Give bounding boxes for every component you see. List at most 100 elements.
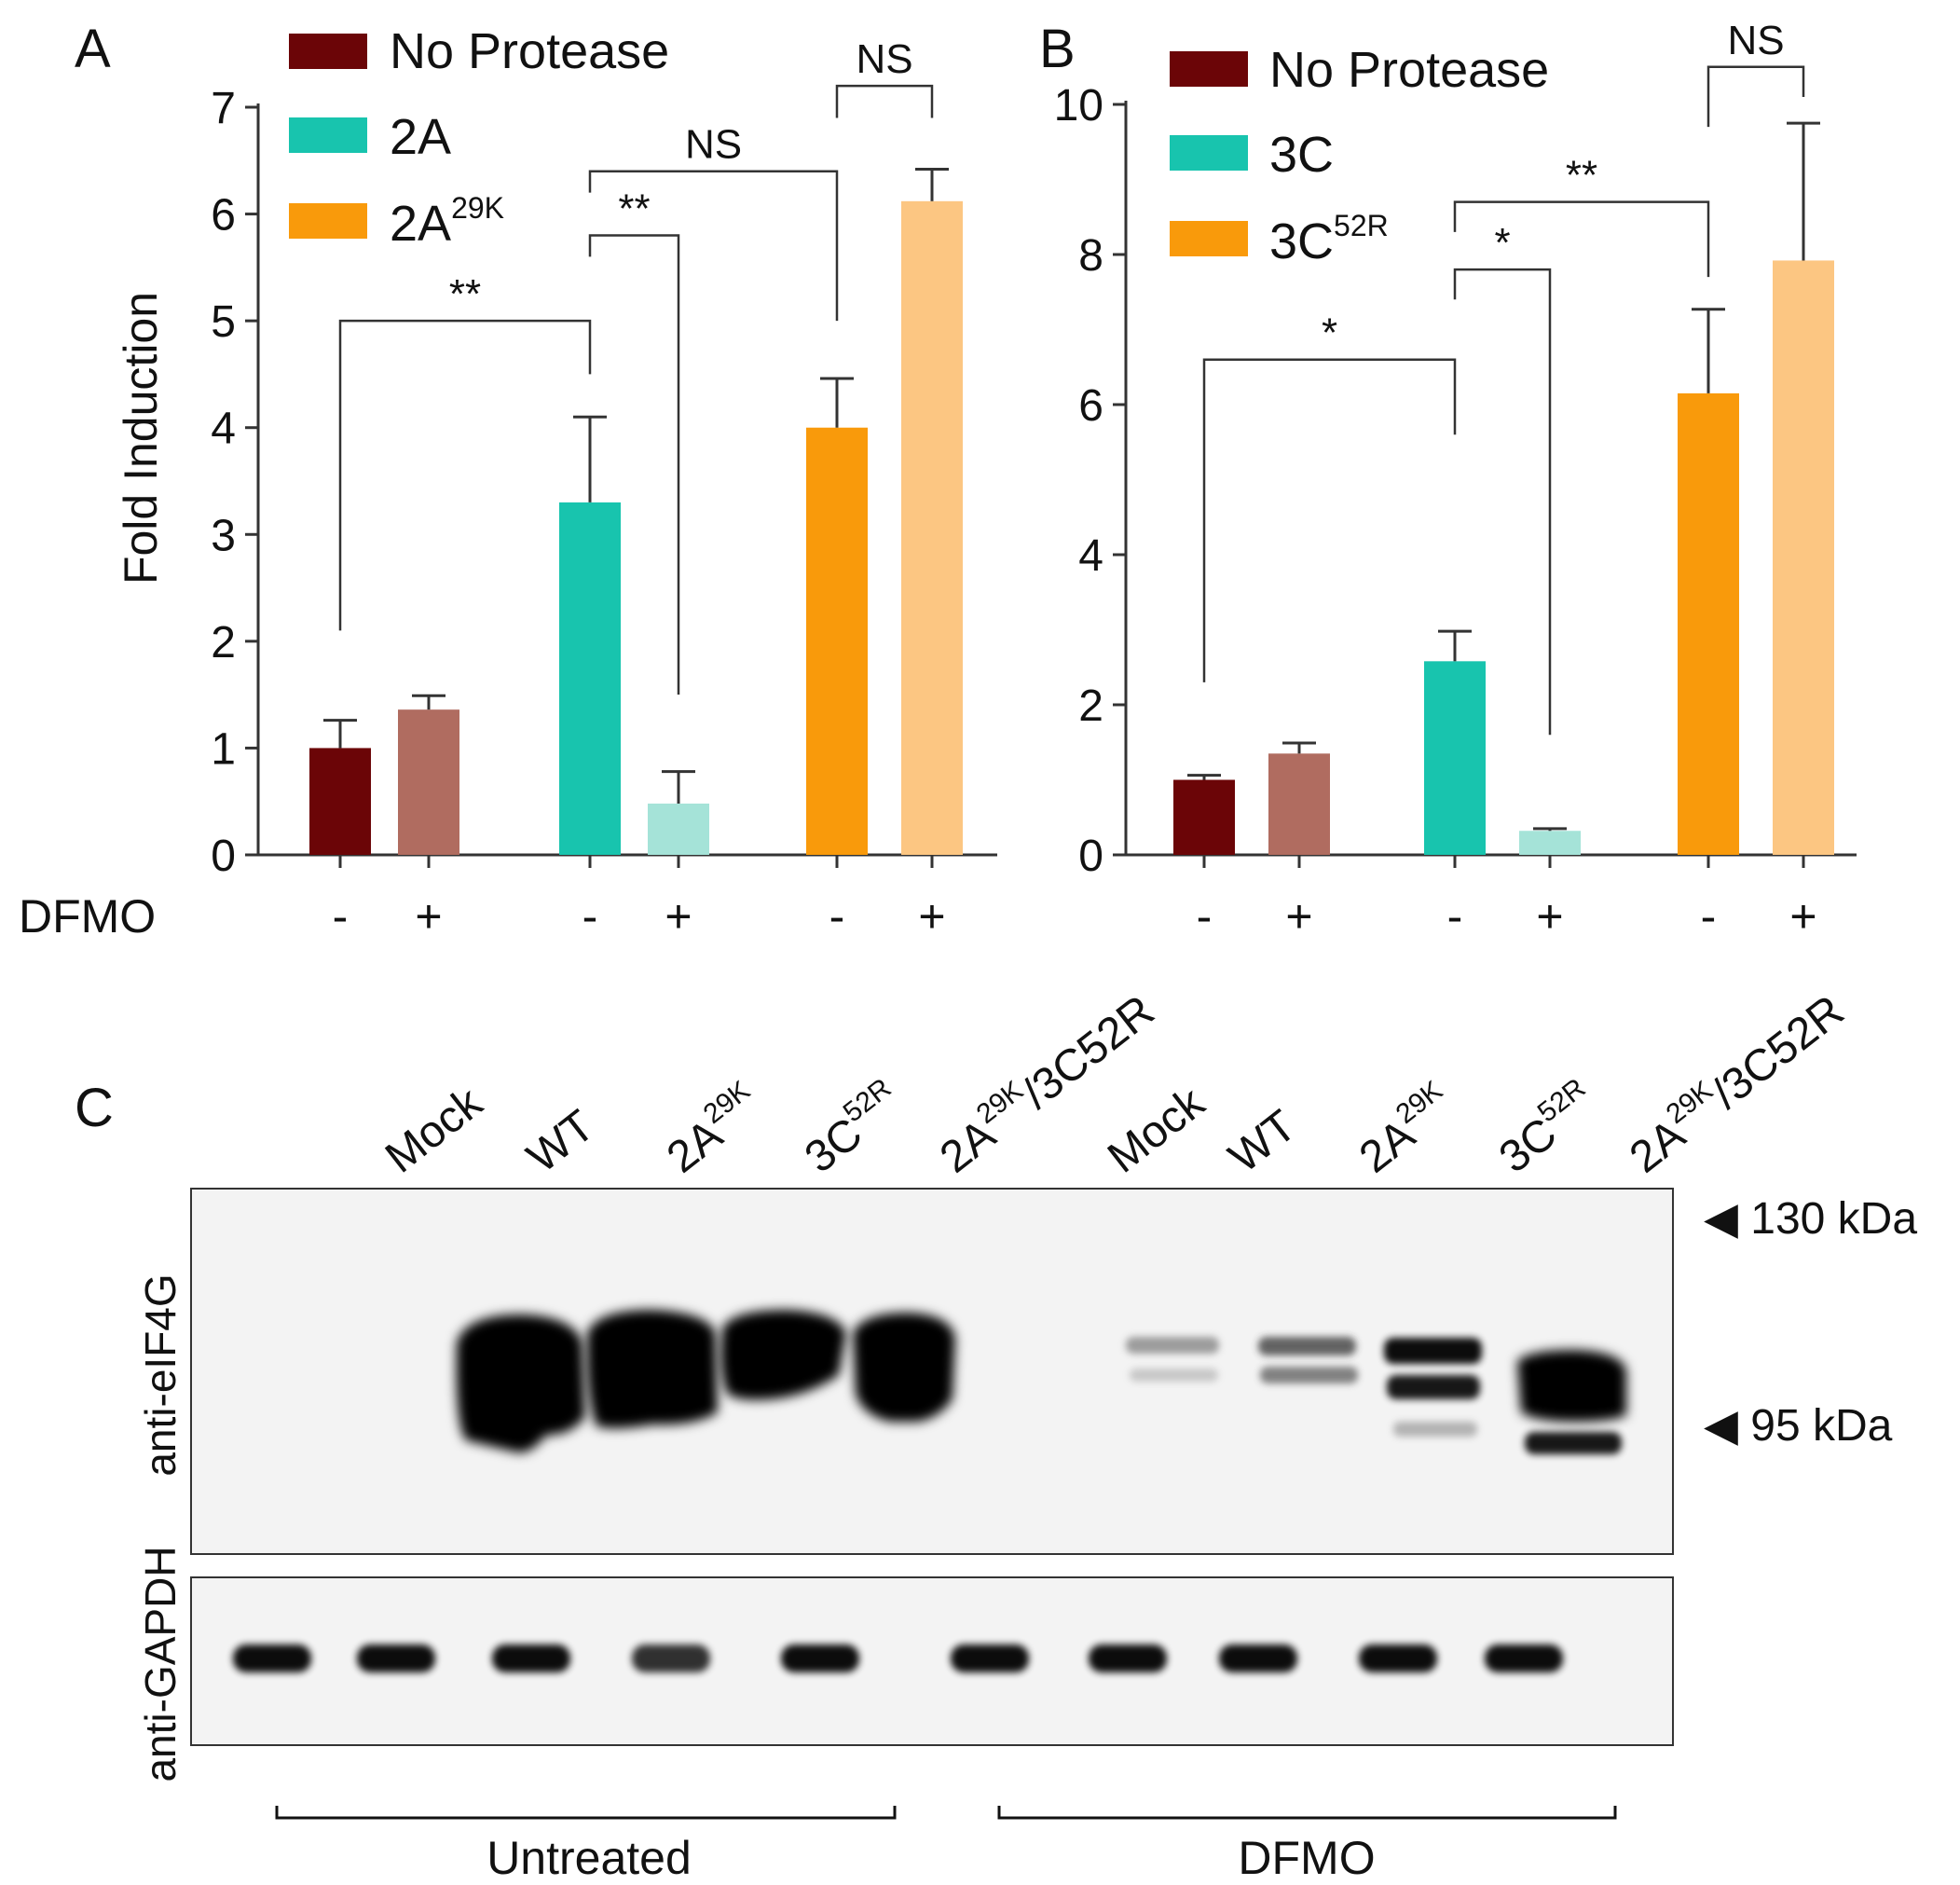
- eif4g-band-dfmo-3c52r-faint: [1393, 1422, 1477, 1437]
- panel-a-dfmo-sign: +: [415, 890, 442, 942]
- panel-a-legend-swatch-3: [289, 203, 367, 239]
- dfmo-bracket: [997, 1806, 1617, 1820]
- panel-a-y-tick-label: 7: [211, 84, 236, 133]
- panel-a-label: A: [75, 19, 111, 79]
- panel-b-sig-label: **: [1566, 153, 1597, 199]
- group-label-untreated: Untreated: [487, 1832, 692, 1884]
- panel-b-bar: [1678, 392, 1739, 855]
- panel-b-y-tick-label: 10: [1054, 81, 1103, 131]
- blot-lane-label-suffix: /3C52R: [1703, 986, 1853, 1119]
- untreated-bracket: [275, 1806, 897, 1820]
- panel-a-y-tick-label: 4: [211, 405, 236, 454]
- eif4g-band-dfmo-3c52r-lower: [1387, 1375, 1480, 1399]
- panel-a-axes: 0 1 2 3 4 5 6 7 - + - + - +: [211, 84, 997, 942]
- blot-lane-label-base: WT: [1220, 1101, 1305, 1183]
- eif4g-band-2a29k: [586, 1310, 718, 1429]
- panel-a-legend-label-1: No Protease: [390, 23, 669, 79]
- gapdh-bands: [233, 1644, 1563, 1672]
- antibody-label-gapdh: anti-GAPDH: [136, 1546, 185, 1782]
- marker-130-kda: ◀ 130 kDa: [1704, 1194, 1917, 1244]
- panel-b-bar: [1519, 831, 1581, 855]
- panel-a-bar: [309, 748, 371, 855]
- panel-b-y-tick-label: 6: [1078, 381, 1103, 431]
- panel-c-label: C: [75, 1078, 114, 1138]
- eif4g-band-dfmo-2a29k-3c52r-lower: [1525, 1432, 1622, 1454]
- panel-b-dfmo-sign: -: [1447, 890, 1463, 942]
- panel-a-legend: No Protease 2A 2A29K: [289, 23, 669, 252]
- panel-a-legend-swatch-2: [289, 117, 367, 153]
- eif4g-bands: [456, 1310, 1626, 1454]
- panel-a-legend-label-3: 2A29K: [390, 191, 504, 252]
- panel-a-dfmo-sign: -: [583, 890, 598, 942]
- panel-a-legend-label-3-sup: 29K: [451, 191, 504, 225]
- group-label-dfmo: DFMO: [1238, 1832, 1375, 1884]
- panel-b-sig-label: NS: [1727, 18, 1784, 63]
- panel-a-sig-label: NS: [685, 122, 742, 168]
- panel-a-sig-bracket: [588, 234, 680, 695]
- panel-a-y-tick-label: 3: [211, 511, 236, 560]
- eif4g-blot-panel: [190, 1188, 1674, 1555]
- panel-b-bar: [1173, 779, 1235, 855]
- panel-b-sig-bracket: [1706, 65, 1805, 128]
- eif4g-band-2a29k-3c52r: [853, 1313, 955, 1422]
- panel-a-bar: [559, 502, 621, 855]
- panel-a-y-tick-label: 0: [211, 832, 236, 881]
- panel-b-sig-label: *: [1322, 310, 1337, 356]
- eif4g-band-dfmo-3c52r-upper: [1384, 1338, 1482, 1364]
- gapdh-band: [1359, 1644, 1437, 1672]
- gapdh-band: [1089, 1644, 1167, 1672]
- blot-lane-label-base: WT: [518, 1101, 603, 1183]
- panel-b-legend-label-3-sup: 52R: [1334, 209, 1389, 242]
- blot-lane-label: 2A29K: [654, 1075, 771, 1183]
- blot-lane-label: 3C52R: [792, 1073, 911, 1183]
- panel-a-legend-swatch-1: [289, 34, 367, 69]
- panel-b-sig-bracket: [1453, 268, 1552, 736]
- panel-a-sig-bracket: [835, 84, 934, 118]
- blot-lane-label: 3C52R: [1487, 1073, 1606, 1183]
- panel-a-y-tick-label: 1: [211, 724, 236, 774]
- gapdh-band: [233, 1644, 311, 1672]
- panel-b-legend-swatch-3: [1170, 221, 1248, 256]
- panel-a-sig-label: **: [618, 186, 650, 231]
- panel-a-bar: [901, 200, 963, 855]
- gapdh-band: [1485, 1644, 1563, 1672]
- gapdh-band: [1219, 1644, 1297, 1672]
- panel-b-dfmo-sign: +: [1789, 890, 1816, 942]
- panel-b-legend-swatch-2: [1170, 135, 1248, 171]
- marker-95-kda: ◀ 95 kDa: [1704, 1401, 1893, 1451]
- eif4g-band-wt: [456, 1314, 585, 1453]
- eif4g-band-dfmo-2a29k-3c52r: [1517, 1350, 1626, 1422]
- panel-b-sig-bracket: [1453, 200, 1710, 278]
- blot-lane-label: 2A29K/3C52R: [1617, 982, 1853, 1183]
- panel-b-sig-label: *: [1494, 220, 1510, 266]
- panel-a-sig-bracket: [588, 170, 839, 322]
- panel-a-y-tick-label: 2: [211, 618, 236, 667]
- panel-b-dfmo-sign: +: [1285, 890, 1312, 942]
- panel-b-bar: [1424, 661, 1486, 855]
- gapdh-band: [632, 1644, 710, 1672]
- blot-lane-label: WT: [518, 1101, 603, 1183]
- blot-lane-label-base: Mock: [1099, 1078, 1214, 1183]
- blot-lane-label: 2A29K: [1347, 1075, 1463, 1183]
- panel-b-dfmo-sign: -: [1701, 890, 1717, 942]
- panel-b-legend-label-2: 3C: [1269, 127, 1334, 183]
- panel-b-legend-label-1: No Protease: [1269, 42, 1549, 98]
- panel-a-dfmo-sign: -: [333, 890, 349, 942]
- panel-b-y-tick-label: 0: [1078, 832, 1103, 881]
- panel-b-legend-label-3: 3C52R: [1269, 209, 1389, 269]
- eif4g-band-dfmo-wt-upper: [1126, 1337, 1219, 1354]
- eif4g-band-dfmo-wt-lower: [1130, 1369, 1218, 1382]
- panel-b-bar: [1268, 753, 1330, 855]
- panel-b-legend: No Protease 3C 3C52R: [1170, 42, 1549, 269]
- panel-a-significance-brackets: ** ** NS NS: [338, 36, 934, 695]
- panel-a-bar: [806, 427, 868, 855]
- blot-lane-label-suffix: /3C52R: [1013, 986, 1163, 1119]
- panel-a-sig-label: NS: [856, 36, 912, 82]
- gapdh-band: [951, 1644, 1029, 1672]
- eif4g-band-dfmo-2a29k-upper: [1258, 1337, 1356, 1355]
- panel-a-sig-bracket: [338, 319, 592, 631]
- blot-lane-label-base: Mock: [377, 1078, 492, 1183]
- panel-a-dfmo-sign: +: [665, 890, 692, 942]
